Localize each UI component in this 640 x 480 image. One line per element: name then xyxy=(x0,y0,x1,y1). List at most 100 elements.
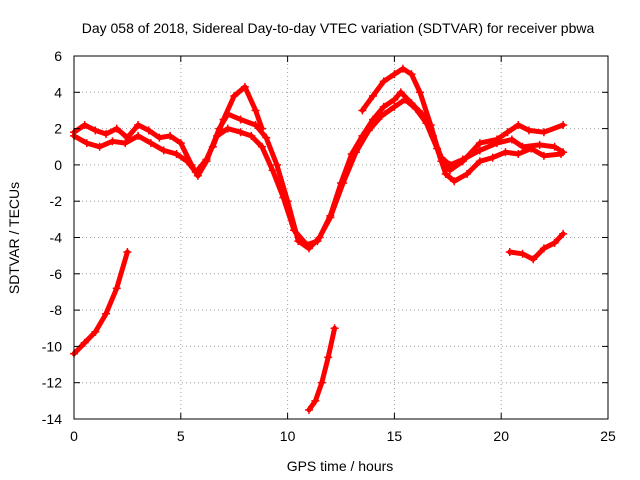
data-point xyxy=(230,91,239,100)
data-point xyxy=(236,128,245,137)
data-point xyxy=(339,179,348,188)
x-tick-label: 20 xyxy=(493,428,509,444)
data-point xyxy=(364,126,373,135)
data-point xyxy=(379,102,388,111)
data-point xyxy=(257,142,266,151)
x-axis-title: GPS time / hours xyxy=(287,458,394,474)
data-point xyxy=(518,142,527,151)
data-point xyxy=(398,64,407,73)
data-point xyxy=(311,396,320,405)
data-point xyxy=(529,255,538,264)
data-point xyxy=(458,157,467,166)
data-point xyxy=(450,177,459,186)
data-point xyxy=(539,151,548,160)
data-point xyxy=(390,95,399,104)
x-tick-label: 15 xyxy=(387,428,403,444)
x-tick-label: 25 xyxy=(600,428,616,444)
data-point xyxy=(377,111,386,120)
y-tick-label: -12 xyxy=(42,375,62,391)
data-point xyxy=(324,353,333,362)
grid xyxy=(74,56,608,419)
data-point xyxy=(445,166,454,175)
data-point xyxy=(159,146,168,155)
data-point xyxy=(488,153,497,162)
data-point xyxy=(302,240,311,249)
data-point xyxy=(518,249,527,258)
data-point xyxy=(262,133,271,142)
y-tick-label: -4 xyxy=(50,230,63,246)
data-point xyxy=(330,324,339,333)
data-point xyxy=(369,91,378,100)
data-point xyxy=(223,124,232,133)
data-point xyxy=(251,106,260,115)
data-point xyxy=(475,146,484,155)
data-point xyxy=(514,150,523,159)
data-point xyxy=(396,88,405,97)
data-point xyxy=(183,157,192,166)
data-point xyxy=(463,169,472,178)
data-point xyxy=(155,133,164,142)
data-point xyxy=(379,77,388,86)
series-trace-d xyxy=(359,66,566,173)
y-tick-label: 0 xyxy=(54,157,62,173)
data-point xyxy=(268,166,277,175)
data-point xyxy=(527,144,536,153)
data-point xyxy=(166,131,175,140)
data-point xyxy=(559,120,568,129)
data-point xyxy=(202,155,211,164)
data-point xyxy=(501,148,510,157)
series-trace-f xyxy=(306,325,338,413)
data-point xyxy=(95,142,104,151)
data-point xyxy=(91,126,100,135)
y-axis-title: SDTVAR / TECUs xyxy=(6,182,22,294)
y-tick-label: -10 xyxy=(42,338,62,354)
data-point xyxy=(123,248,132,257)
data-point xyxy=(441,169,450,178)
data-point xyxy=(121,139,130,148)
series-trace-b xyxy=(71,97,564,248)
data-point xyxy=(134,120,143,129)
data-point xyxy=(279,193,288,202)
data-point xyxy=(208,142,217,151)
data-point xyxy=(102,309,111,318)
y-tick-label: -2 xyxy=(50,193,63,209)
y-tick-label: -14 xyxy=(42,411,62,427)
data-point xyxy=(317,378,326,387)
data-point xyxy=(191,168,200,177)
data-point xyxy=(146,139,155,148)
data-point xyxy=(559,229,568,238)
data-point xyxy=(91,327,100,336)
data-point xyxy=(492,135,501,144)
y-tick-label: -8 xyxy=(50,302,63,318)
data-point xyxy=(411,104,420,113)
x-tick-label: 0 xyxy=(70,428,78,444)
data-point xyxy=(416,88,425,97)
data-point xyxy=(313,237,322,246)
y-tick-label: 2 xyxy=(54,121,62,137)
data-point xyxy=(514,120,523,129)
data-point xyxy=(326,213,335,222)
data-point xyxy=(437,157,446,166)
data-point xyxy=(557,150,566,159)
chart-title: Day 058 of 2018, Sidereal Day-to-day VTE… xyxy=(82,20,595,36)
data-point xyxy=(108,137,117,146)
data-point xyxy=(539,128,548,137)
data-point xyxy=(134,131,143,140)
x-tick-label: 10 xyxy=(280,428,296,444)
data-point xyxy=(505,248,514,257)
data-point xyxy=(247,131,256,140)
y-tick-label: 6 xyxy=(54,48,62,64)
data-point xyxy=(550,142,559,151)
data-point xyxy=(503,128,512,137)
y-tick-label: -6 xyxy=(50,266,63,282)
data-point xyxy=(475,157,484,166)
y-tick-label: 4 xyxy=(54,84,62,100)
data-point xyxy=(550,238,559,247)
data-point xyxy=(358,106,367,115)
data-point xyxy=(112,284,121,293)
data-point xyxy=(112,124,121,133)
data-point xyxy=(524,126,533,135)
data-point xyxy=(426,120,435,129)
data-point xyxy=(507,135,516,144)
